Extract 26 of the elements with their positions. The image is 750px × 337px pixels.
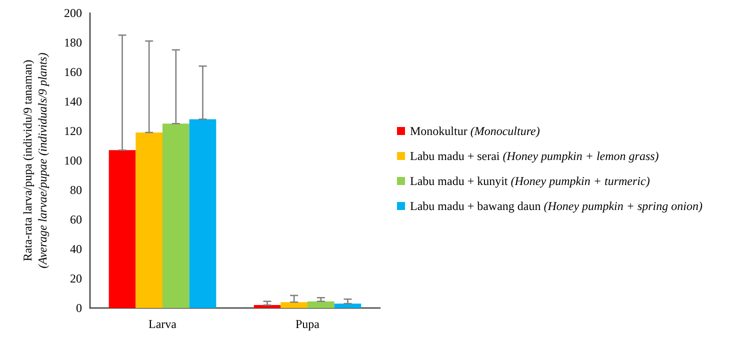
y-tick-label: 20 — [70, 272, 82, 286]
legend-label: Labu madu + bawang daun (Honey pumpkin + spring onion) — [410, 199, 702, 213]
bar — [308, 301, 334, 308]
legend-label: Labu madu + kunyit (Honey pumpkin + turmeric) — [410, 174, 650, 188]
y-tick-label: 160 — [64, 65, 82, 79]
bar — [189, 119, 216, 308]
bar — [280, 302, 308, 308]
bar — [334, 304, 362, 308]
y-tick-label: 100 — [64, 154, 82, 168]
bar — [162, 124, 190, 308]
y-tick-label: 120 — [64, 124, 82, 138]
legend-label: Monokultur (Monoculture) — [410, 124, 540, 138]
y-axis-title: Rata-rata larva/pupa (individu/9 tanaman) (Average larvae/pupae (individuals/9 plants) — [20, 52, 50, 268]
x-tick-label: Larva — [148, 317, 178, 331]
y-tick-label: 180 — [64, 36, 82, 50]
legend-label: Labu madu + serai (Honey pumpkin + lemon grass) — [410, 149, 659, 163]
y-tick-label: 200 — [64, 6, 82, 20]
bar — [108, 150, 136, 308]
bar — [254, 305, 281, 308]
y-tick-label: 80 — [70, 183, 82, 197]
y-tick-label: 140 — [64, 94, 82, 108]
y-tick-label: 0 — [76, 301, 82, 315]
y-tick-label: 60 — [70, 212, 82, 226]
bar — [136, 132, 162, 308]
x-tick-label: Pupa — [296, 317, 320, 331]
y-tick-label: 40 — [70, 242, 82, 256]
